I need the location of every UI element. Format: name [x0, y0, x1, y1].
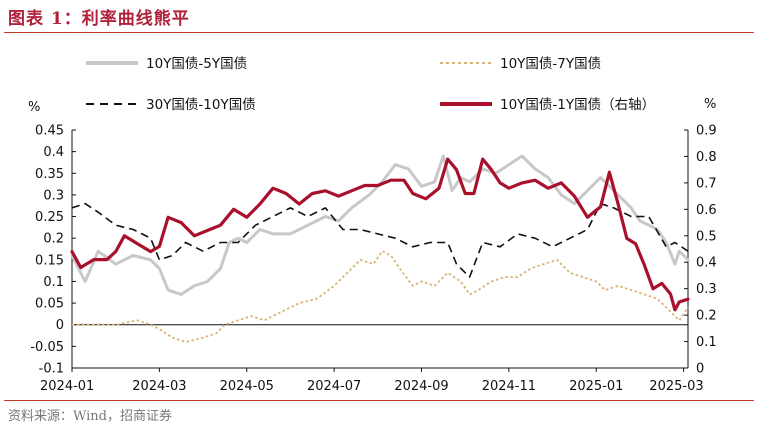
title-rule: [4, 32, 754, 33]
chart-title: 图表 1：利率曲线熊平: [8, 9, 190, 29]
right-axis-unit: %: [704, 97, 716, 112]
x-tick-label: 2024-07: [307, 379, 361, 394]
right-tick-label: 0.1: [696, 335, 717, 350]
left-tick-label: 0.2: [43, 232, 64, 247]
left-tick-label: 0.45: [35, 124, 64, 139]
legend: 10Y国债-5Y国债 10Y国债-7Y国债 30Y国债-10Y国债 10Y国债-…: [86, 56, 655, 113]
x-tick-label: 2025-01: [569, 379, 623, 394]
right-tick-label: 0.6: [696, 203, 717, 218]
left-axis-unit: %: [28, 100, 40, 115]
left-tick-label: 0.15: [35, 253, 64, 268]
series-10y-7y-line: [72, 250, 689, 343]
right-tick-label: 0.9: [696, 124, 717, 139]
x-tick-label: 2024-01: [40, 379, 94, 394]
series-10y-1y-line: [70, 157, 690, 312]
left-tick-label: 0.05: [35, 297, 64, 312]
right-tick-label: 0: [696, 362, 704, 377]
left-tick-label: 0.3: [43, 188, 64, 203]
legend-label-10y-5y: 10Y国债-5Y国债: [146, 56, 247, 72]
series-layer: [70, 154, 690, 343]
right-tick-label: 0.8: [696, 150, 717, 165]
x-tick-label: 2024-03: [132, 379, 186, 394]
left-tick-label: 0: [56, 318, 64, 333]
right-tick-label: 0.4: [696, 256, 717, 271]
x-tick-label: 2024-05: [220, 379, 274, 394]
axes: 0.45 0.4 0.35 0.3 0.25 0.2 0.15 0.1 0.05 0 -0.05 -0…: [30, 124, 716, 395]
legend-label-10y-1y: 10Y国债-1Y国债（右轴）: [500, 97, 655, 113]
right-tick-label: 0.2: [696, 309, 717, 324]
left-tick-label: 0.1: [43, 275, 64, 290]
source-note: 资料来源：Wind，招商证券: [8, 409, 172, 424]
x-tick-label: 2025-03: [649, 379, 703, 394]
right-tick-label: 0.3: [696, 282, 717, 297]
left-tick-label: 0.35: [35, 167, 64, 182]
legend-label-30y-10y: 30Y国债-10Y国债: [146, 97, 256, 113]
left-tick-label: 0.4: [43, 145, 64, 160]
source-rule: [4, 400, 754, 401]
x-tick-label: 2024-11: [482, 379, 536, 394]
x-tick-label: 2024-09: [394, 379, 448, 394]
right-tick-label: 0.5: [696, 229, 717, 244]
series-30y-10y-line: [71, 202, 689, 278]
legend-label-10y-7y: 10Y国债-7Y国债: [500, 56, 601, 72]
right-tick-label: 0.7: [696, 176, 717, 191]
left-tick-label: -0.05: [30, 340, 64, 355]
left-tick-label: 0.25: [35, 210, 64, 225]
left-tick-label: -0.1: [39, 362, 64, 377]
